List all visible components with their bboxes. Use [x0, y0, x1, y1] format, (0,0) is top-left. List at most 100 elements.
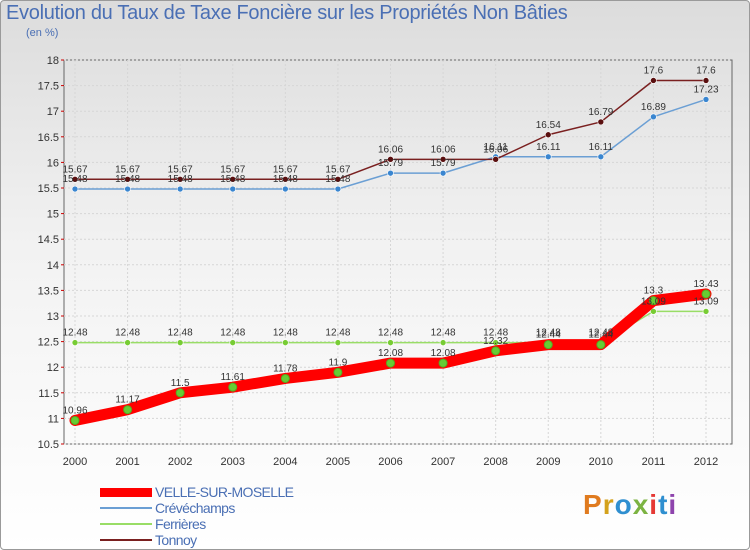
series-point-3 — [702, 77, 710, 84]
logo-letter: i — [649, 489, 659, 520]
series-point-2 — [71, 339, 79, 346]
series-point-1 — [176, 185, 184, 193]
data-label-0: 12.08 — [378, 348, 403, 359]
data-label-0: 13.43 — [693, 279, 718, 290]
series-point-2 — [176, 339, 184, 346]
series-point-2 — [387, 339, 394, 346]
legend-swatch-tonnoy — [100, 539, 152, 541]
legend-label-tonnoy: Tonnoy — [155, 532, 197, 548]
series-point-1 — [650, 113, 657, 121]
chart-title: Evolution du Taux de Taxe Foncière sur l… — [6, 2, 568, 24]
series-point-1 — [334, 185, 342, 193]
series-point-1 — [597, 153, 605, 161]
series-point-0 — [543, 340, 553, 350]
data-label-3: 17.6 — [644, 65, 664, 76]
series-point-0 — [438, 358, 448, 368]
series-point-2 — [439, 339, 447, 346]
data-label-3: 15.67 — [325, 164, 350, 175]
series-point-1 — [387, 169, 394, 177]
series-point-0 — [596, 340, 606, 350]
x-tick-label: 2006 — [378, 456, 402, 468]
plot-area — [63, 59, 733, 445]
x-tick-label: 2011 — [642, 456, 666, 468]
series-point-2 — [229, 339, 237, 346]
data-label-1: 15.79 — [431, 158, 456, 169]
data-label-0: 12.08 — [431, 348, 456, 359]
data-label-2: 13.09 — [693, 296, 718, 307]
series-point-3 — [387, 156, 394, 163]
y-tick-label: 18 — [47, 55, 59, 67]
y-tick-label: 17 — [47, 106, 59, 118]
series-point-3 — [597, 118, 605, 126]
data-label-2: 12.48 — [62, 328, 87, 339]
data-label-1: 16.89 — [641, 102, 666, 113]
data-label-1: 15.48 — [325, 174, 350, 185]
series-point-0 — [280, 373, 290, 383]
y-tick-label: 17.5 — [38, 81, 59, 93]
x-tick-label: 2008 — [483, 456, 507, 468]
x-tick-label: 2007 — [431, 456, 455, 468]
series-point-1 — [229, 185, 237, 193]
data-label-3: 15.67 — [62, 164, 87, 175]
y-tick-label: 11.5 — [38, 388, 59, 400]
data-label-3: 15.67 — [115, 164, 140, 175]
data-label-1: 15.48 — [220, 174, 245, 185]
y-tick-label: 14 — [47, 260, 59, 272]
data-label-2: 12.48 — [588, 328, 613, 339]
data-label-1: 15.48 — [62, 174, 87, 185]
series-point-1 — [282, 185, 289, 193]
series-point-3 — [650, 77, 657, 84]
series-point-3 — [334, 175, 342, 183]
data-label-3: 16.79 — [588, 107, 613, 118]
series-point-1 — [71, 185, 79, 193]
data-label-1: 15.79 — [378, 158, 403, 169]
y-tick-label: 12.5 — [38, 337, 59, 349]
logo-letter: o — [614, 489, 633, 520]
data-label-3: 15.67 — [168, 164, 193, 175]
data-label-2: 12.48 — [536, 328, 561, 339]
y-tick-label: 15.5 — [38, 183, 59, 195]
grid-layer — [64, 59, 732, 445]
series-layer — [69, 77, 712, 426]
series-point-3 — [71, 175, 79, 183]
series-point-3 — [229, 175, 237, 183]
series-point-3 — [124, 175, 131, 183]
series-point-1 — [439, 169, 447, 177]
x-tick-label: 2000 — [63, 456, 87, 468]
y-tick-label: 10.5 — [38, 439, 59, 451]
series-point-0 — [228, 382, 238, 392]
x-tick-label: 2012 — [694, 456, 718, 468]
series-point-3 — [544, 131, 552, 139]
series-point-2 — [702, 308, 710, 315]
data-label-1: 16.11 — [589, 142, 614, 153]
series-point-3 — [176, 175, 184, 183]
series-point-0 — [333, 367, 343, 377]
legend-swatch-ferrieres — [100, 523, 152, 525]
series-point-2 — [334, 339, 342, 346]
data-label-1: 15.48 — [115, 174, 140, 185]
y-tick-label: 13.5 — [38, 285, 59, 297]
data-label-2: 12.48 — [273, 328, 298, 339]
logo-letter: t — [658, 489, 669, 520]
logo-letter: P — [583, 489, 603, 520]
logo-letter: r — [602, 489, 615, 520]
proxiti-logo: Proxiti — [583, 489, 677, 521]
series-point-0 — [123, 405, 133, 415]
data-label-0: 11.17 — [115, 395, 140, 406]
data-label-0: 11.78 — [273, 363, 298, 374]
series-point-3 — [282, 175, 289, 183]
series-point-0 — [175, 388, 185, 398]
data-label-3: 17.6 — [696, 65, 716, 76]
data-label-0: 11.9 — [329, 357, 348, 368]
data-label-1: 16.11 — [536, 142, 561, 153]
y-tick-label: 15 — [47, 209, 59, 221]
y-tick-label: 11 — [48, 413, 59, 425]
tick-layer: 2000 2001 2002 2003 2004 2005 2006 2007 2008 2009… — [38, 55, 719, 468]
data-label-3: 15.67 — [220, 164, 245, 175]
legend-label-crevechamps: Crévéchamps — [155, 500, 235, 516]
data-label-2: 12.48 — [431, 328, 456, 339]
y-tick-label: 14.5 — [38, 234, 59, 246]
legend-label-ferrieres: Ferrières — [155, 516, 206, 532]
data-label-3: 16.06 — [483, 144, 508, 155]
